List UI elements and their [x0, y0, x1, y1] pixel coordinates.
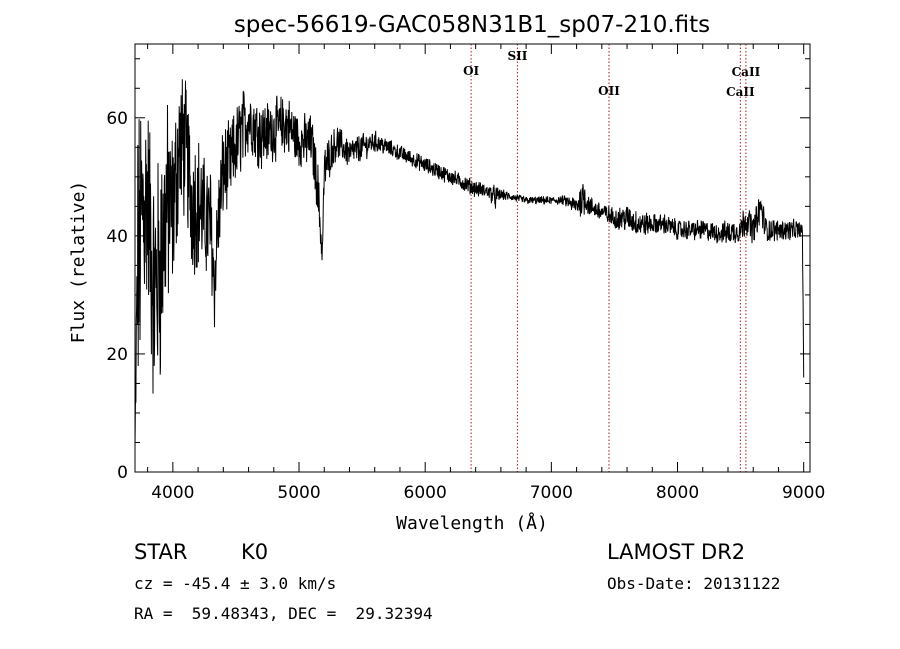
y-tick-label: 60	[106, 109, 128, 129]
x-axis-label: Wavelength (Å)	[396, 512, 548, 534]
x-tick-label: 5000	[277, 483, 320, 503]
coordinates-text: RA = 59.48343, DEC = 29.32394	[134, 604, 433, 623]
y-axis-label: Flux (relative)	[68, 181, 89, 344]
emission-line-label: OI	[463, 64, 479, 78]
x-tick-label: 4000	[151, 483, 194, 503]
spectrum-series	[134, 79, 805, 449]
redshift-text: cz = -45.4 ± 3.0 km/s	[134, 574, 337, 593]
obs-date-text: Obs-Date: 20131122	[607, 574, 781, 593]
y-tick-label: 0	[117, 463, 128, 483]
plot-border	[134, 43, 811, 473]
survey-name: LAMOST DR2	[607, 540, 746, 564]
y-tick-label: 20	[106, 345, 128, 365]
x-tick-label: 9000	[782, 483, 825, 503]
emission-line-label: CaII	[726, 85, 755, 99]
emission-line-label: SII	[507, 49, 527, 63]
plot-frame	[134, 43, 811, 473]
object-class: STAR	[134, 540, 188, 564]
x-tick-label: 6000	[404, 483, 447, 503]
emission-line-label: CaII	[732, 65, 761, 79]
x-tick-label: 8000	[656, 483, 699, 503]
y-tick-label: 40	[106, 227, 128, 247]
spectrum-line	[134, 79, 805, 449]
emission-line-label: OII	[598, 84, 620, 98]
x-tick-label: 7000	[530, 483, 573, 503]
axis-ticks: 4000 5000 6000 7000 8000 9000 0 20 40 60	[106, 44, 825, 503]
object-subclass: K0	[241, 540, 269, 564]
emission-line-markers: OI SII OII CaII CaII	[463, 44, 761, 472]
chart-title: spec-56619-GAC058N31B1_sp07-210.fits	[234, 12, 710, 38]
